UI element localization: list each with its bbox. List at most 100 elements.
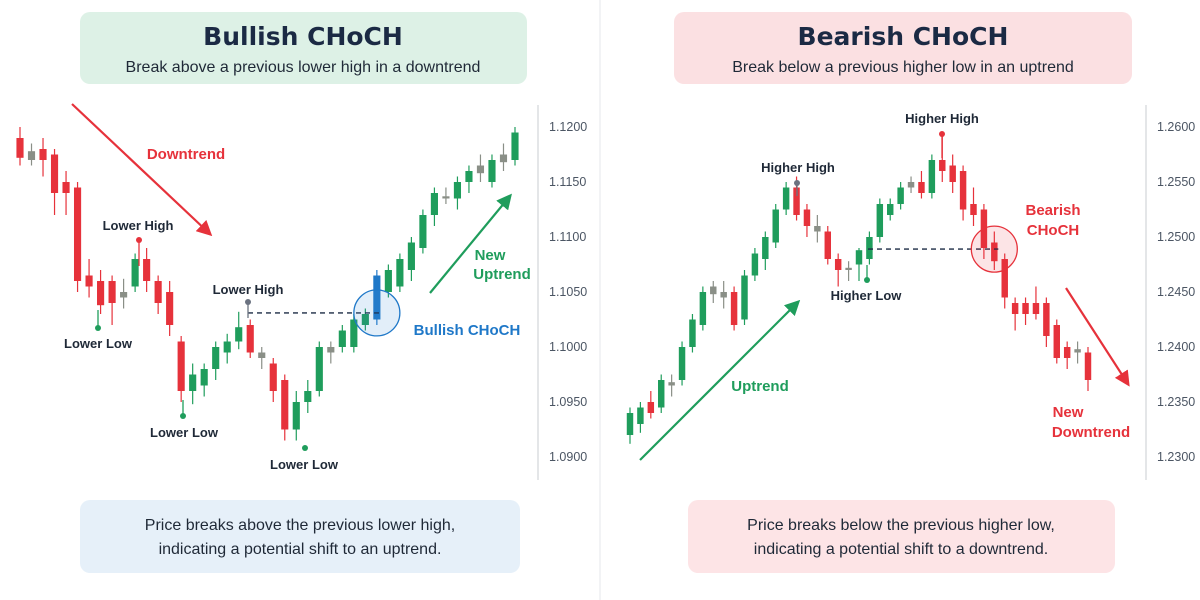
bearish-title: Bearish CHoCH xyxy=(798,22,1009,51)
bearish-candle-body xyxy=(699,292,707,325)
bullish-candle-2 xyxy=(39,138,47,177)
bullish-candle-body xyxy=(384,270,392,292)
new-uptrend-label-line1: New xyxy=(475,247,506,264)
bullish-candle-30 xyxy=(361,308,369,331)
bullish-candle-16 xyxy=(200,363,208,397)
bullish-candle-body xyxy=(373,275,381,320)
bullish-candle-35 xyxy=(419,209,427,254)
bullish-note-box xyxy=(80,500,520,573)
bearish-choch-label-line1: Bearish xyxy=(1025,202,1080,219)
bullish-y-tick-5: 1.0950 xyxy=(549,395,587,409)
uptrend-label: Uptrend xyxy=(731,378,789,395)
bullish-candle-31 xyxy=(373,270,381,325)
bearish-candle-36 xyxy=(1001,253,1008,309)
bearish-y-ticks: 1.2600 1.2550 1.2500 1.2450 1.2400 1.2350 1.23… xyxy=(1157,120,1195,464)
bullish-candle-body xyxy=(16,138,24,158)
higher-high-label-1: Higher High xyxy=(761,160,835,175)
bullish-candle-36 xyxy=(430,187,438,226)
bullish-candle-body xyxy=(488,160,496,182)
bullish-candle-19 xyxy=(235,311,243,350)
higher-low-label: Higher Low xyxy=(831,288,903,303)
bearish-note-box xyxy=(688,500,1115,573)
bearish-candle-body xyxy=(939,160,946,171)
bearish-candle-body xyxy=(658,380,665,408)
new-downtrend-arrow xyxy=(1065,287,1130,387)
bullish-candle-body xyxy=(396,259,404,287)
bearish-candle-body xyxy=(1043,303,1050,336)
bullish-candle-4 xyxy=(62,171,70,215)
bearish-y-tick-6: 1.2300 xyxy=(1157,450,1195,464)
bearish-candle-body xyxy=(991,242,998,262)
bearish-choch-circle xyxy=(970,225,1018,273)
higher-high-label-2: Higher High xyxy=(905,111,979,126)
bullish-candle-body xyxy=(315,347,323,391)
bullish-y-tick-2: 1.1100 xyxy=(549,230,586,244)
bullish-candle-body xyxy=(223,341,231,353)
bullish-y-tick-3: 1.1050 xyxy=(549,285,587,299)
bearish-candle-10 xyxy=(730,286,738,331)
bullish-candle-0 xyxy=(16,127,24,166)
bearish-candle-body xyxy=(887,204,894,215)
bullish-candle-body xyxy=(73,187,82,281)
bullish-candle-37 xyxy=(442,187,450,204)
bearish-candle-body xyxy=(689,319,696,347)
bullish-candle-34 xyxy=(407,237,415,281)
bullish-candle-body xyxy=(120,292,128,298)
bearish-candle-body xyxy=(668,382,675,386)
bullish-candle-25 xyxy=(304,380,312,413)
bearish-candle-11 xyxy=(741,270,748,325)
bullish-candle-body xyxy=(361,314,369,325)
bullish-candle-body xyxy=(292,402,300,430)
bullish-candle-23 xyxy=(281,374,289,441)
bearish-candle-7 xyxy=(699,286,707,331)
bearish-candle-body xyxy=(1063,347,1071,358)
bearish-candle-body xyxy=(793,187,800,215)
bullish-candle-5 xyxy=(73,182,82,292)
bullish-candle-body xyxy=(304,391,312,402)
bearish-y-tick-3: 1.2450 xyxy=(1157,285,1195,299)
lower-low-label-3: Lower Low xyxy=(270,457,339,472)
bullish-candle-body xyxy=(407,242,415,270)
downtrend-label: Downtrend xyxy=(147,146,225,163)
bearish-candle-body xyxy=(1032,303,1040,314)
bullish-y-tick-6: 1.0900 xyxy=(549,450,587,464)
bearish-note-line1: Price breaks below the previous higher l… xyxy=(747,517,1055,534)
bearish-candle-15 xyxy=(782,182,790,215)
bullish-candle-41 xyxy=(488,154,496,188)
bullish-candle-body xyxy=(430,193,438,215)
bullish-candle-18 xyxy=(223,333,231,364)
new-downtrend-label-line1: New xyxy=(1053,404,1084,421)
bullish-candle-body xyxy=(511,132,519,160)
bearish-choch-label-line2: CHoCH xyxy=(1027,222,1080,239)
bearish-header-box xyxy=(674,12,1132,84)
bullish-candle-body xyxy=(39,149,47,160)
bullish-candle-body xyxy=(499,154,508,163)
bearish-candle-41 xyxy=(1053,319,1060,364)
bullish-candle-body xyxy=(50,154,59,193)
bullish-candle-body xyxy=(143,259,151,281)
bullish-candle-28 xyxy=(338,325,346,353)
bearish-candle-body xyxy=(741,275,748,320)
bearish-candle-body xyxy=(678,347,686,380)
bearish-candle-9 xyxy=(720,281,727,309)
bearish-candle-body xyxy=(907,182,915,188)
bullish-candles xyxy=(16,127,519,441)
bearish-candle-body xyxy=(720,292,727,298)
bullish-candle-body xyxy=(338,330,346,347)
bearish-candle-37 xyxy=(1011,297,1019,331)
bullish-candle-9 xyxy=(120,278,128,309)
bullish-candle-body xyxy=(212,347,220,369)
bullish-candle-22 xyxy=(269,358,277,402)
bearish-candle-24 xyxy=(876,198,884,243)
bearish-candle-28 xyxy=(918,171,925,199)
bearish-panel: Bearish CHoCH Break below a previous hig… xyxy=(626,12,1195,573)
bearish-candle-body xyxy=(647,402,655,413)
bearish-candle-17 xyxy=(803,204,811,237)
bullish-candle-14 xyxy=(177,336,185,402)
new-downtrend-label-line2: Downtrend xyxy=(1052,424,1130,441)
bearish-candle-6 xyxy=(689,314,696,353)
bullish-candle-20 xyxy=(246,319,254,358)
bullish-note-line2: indicating a potential shift to an uptre… xyxy=(159,541,442,558)
bearish-candle-body xyxy=(834,259,842,270)
